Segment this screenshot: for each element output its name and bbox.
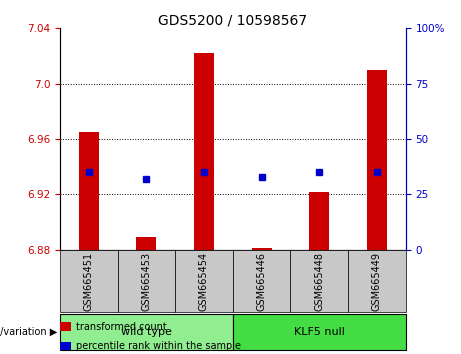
FancyBboxPatch shape — [348, 250, 406, 312]
Text: percentile rank within the sample: percentile rank within the sample — [76, 341, 241, 351]
Text: transformed count: transformed count — [76, 322, 167, 332]
FancyBboxPatch shape — [175, 250, 233, 312]
Bar — [252, 249, 272, 250]
Bar — [79, 132, 99, 250]
Text: GSM665454: GSM665454 — [199, 252, 209, 311]
Bar — [367, 70, 387, 250]
Bar — [136, 237, 156, 250]
Text: GSM665451: GSM665451 — [84, 252, 94, 311]
FancyBboxPatch shape — [233, 250, 290, 312]
Text: GSM665453: GSM665453 — [142, 252, 151, 311]
FancyBboxPatch shape — [60, 314, 233, 350]
Text: GSM665449: GSM665449 — [372, 252, 382, 311]
Text: KLF5 null: KLF5 null — [294, 327, 345, 337]
Title: GDS5200 / 10598567: GDS5200 / 10598567 — [158, 13, 307, 27]
Text: GSM665446: GSM665446 — [257, 252, 266, 311]
Text: GSM665448: GSM665448 — [314, 252, 324, 311]
Bar — [194, 53, 214, 250]
FancyBboxPatch shape — [290, 250, 348, 312]
FancyBboxPatch shape — [60, 250, 118, 312]
Bar — [309, 192, 329, 250]
Text: genotype/variation ▶: genotype/variation ▶ — [0, 327, 57, 337]
FancyBboxPatch shape — [118, 250, 175, 312]
Text: wild type: wild type — [121, 327, 172, 337]
FancyBboxPatch shape — [233, 314, 406, 350]
